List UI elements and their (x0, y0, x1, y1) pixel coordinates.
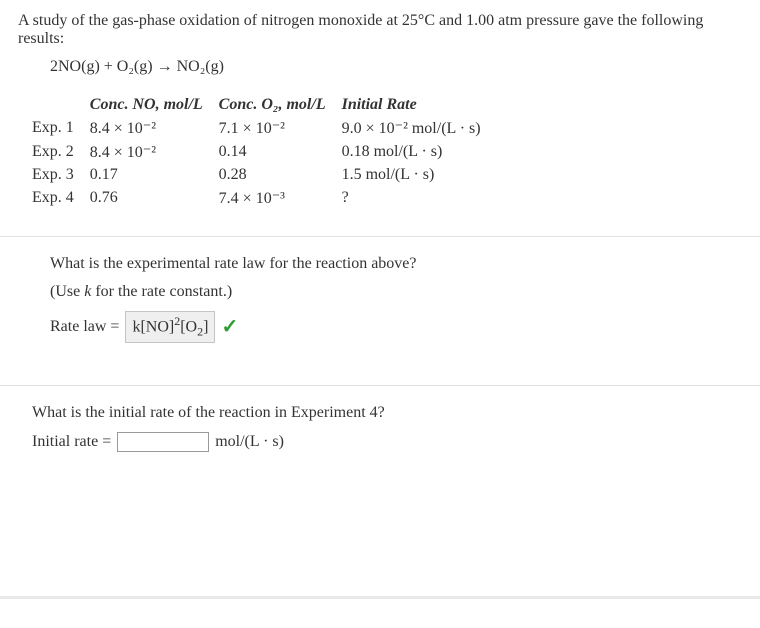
header-blank (32, 94, 90, 116)
table-cell: ? (342, 186, 497, 210)
q1-answer-box[interactable]: k[NO]2[O2] (125, 311, 215, 343)
table-cell: 8.4 × 10⁻² (90, 116, 219, 140)
table-cell: Exp. 2 (32, 140, 90, 164)
q1-hint: (Use k for the rate constant.) (50, 283, 742, 301)
table-cell: 8.4 × 10⁻² (90, 140, 219, 164)
check-icon: ✓ (221, 314, 238, 339)
header-o2: Conc. O₂, mol/L (219, 94, 342, 116)
table-cell: Exp. 1 (32, 116, 90, 140)
table-cell: 1.5 mol/(L · s) (342, 164, 497, 186)
table-cell: 0.76 (90, 186, 219, 210)
table-row: Exp. 28.4 × 10⁻²0.140.18 mol/(L · s) (32, 140, 497, 164)
table-cell: 7.1 × 10⁻² (219, 116, 342, 140)
table-cell: Exp. 3 (32, 164, 90, 186)
q2-label: Initial rate = (32, 433, 111, 451)
q2-unit: mol/(L · s) (215, 433, 284, 451)
divider (0, 236, 760, 237)
table-header-row: Conc. NO, mol/L Conc. O₂, mol/L Initial … (32, 94, 497, 116)
divider (0, 385, 760, 386)
table-row: Exp. 30.170.281.5 mol/(L · s) (32, 164, 497, 186)
header-no: Conc. NO, mol/L (90, 94, 219, 116)
table-body: Exp. 18.4 × 10⁻²7.1 × 10⁻²9.0 × 10⁻² mol… (32, 116, 497, 210)
problem-statement: A study of the gas-phase oxidation of ni… (18, 12, 742, 48)
table-cell: 7.4 × 10⁻³ (219, 186, 342, 210)
table-row: Exp. 18.4 × 10⁻²7.1 × 10⁻²9.0 × 10⁻² mol… (32, 116, 497, 140)
header-rate: Initial Rate (342, 94, 497, 116)
table-cell: 0.18 mol/(L · s) (342, 140, 497, 164)
table-row: Exp. 40.767.4 × 10⁻³? (32, 186, 497, 210)
data-table: Conc. NO, mol/L Conc. O₂, mol/L Initial … (32, 94, 497, 210)
table-cell: 9.0 × 10⁻² mol/(L · s) (342, 116, 497, 140)
table-cell: 0.28 (219, 164, 342, 186)
q1-prompt: What is the experimental rate law for th… (50, 255, 742, 273)
table-cell: 0.14 (219, 140, 342, 164)
q2-input[interactable] (117, 432, 209, 452)
table-cell: Exp. 4 (32, 186, 90, 210)
table-cell: 0.17 (90, 164, 219, 186)
blank-area (0, 486, 760, 596)
q2-prompt: What is the initial rate of the reaction… (32, 404, 742, 422)
reaction-equation: 2NO(g) + O₂(g) → NO₂(g) (50, 58, 742, 76)
q1-label: Rate law = (50, 318, 119, 336)
